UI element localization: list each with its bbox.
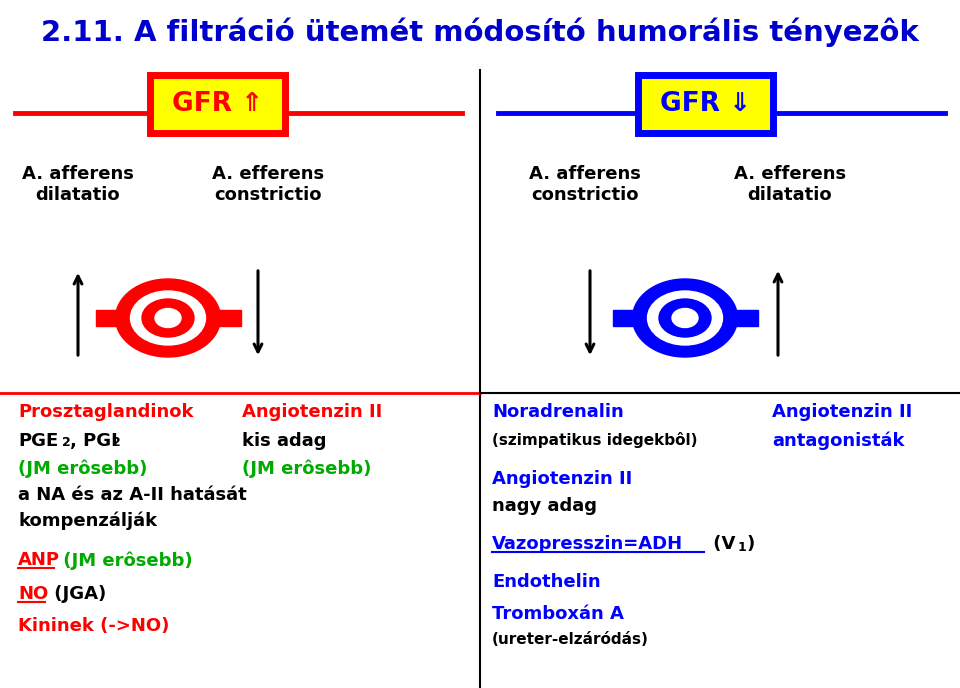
Text: A. efferens
dilatatio: A. efferens dilatatio	[734, 165, 846, 204]
Text: A. afferens
constrictio: A. afferens constrictio	[529, 165, 641, 204]
Ellipse shape	[659, 299, 711, 337]
Text: kis adag: kis adag	[242, 432, 326, 450]
Text: nagy adag: nagy adag	[492, 497, 597, 515]
Text: Vazopresszin=ADH: Vazopresszin=ADH	[492, 535, 684, 553]
Text: 2: 2	[62, 436, 71, 449]
Ellipse shape	[672, 308, 698, 327]
Text: (ureter-elzáródás): (ureter-elzáródás)	[492, 632, 649, 647]
Text: (JGA): (JGA)	[48, 585, 107, 603]
Text: Angiotenzin II: Angiotenzin II	[772, 403, 912, 421]
Text: Endothelin: Endothelin	[492, 573, 601, 591]
Text: (JM erôsebb): (JM erôsebb)	[57, 551, 193, 570]
Text: ): )	[747, 535, 756, 553]
Text: 2: 2	[112, 436, 121, 449]
FancyBboxPatch shape	[150, 75, 285, 133]
Text: kompenzálják: kompenzálják	[18, 511, 157, 530]
Text: , PGI: , PGI	[70, 432, 118, 450]
Text: a NA és az A-II hatását: a NA és az A-II hatását	[18, 486, 247, 504]
Text: Tromboxán A: Tromboxán A	[492, 605, 624, 623]
Text: (JM erôsebb): (JM erôsebb)	[18, 459, 148, 477]
Text: A. afferens
dilatatio: A. afferens dilatatio	[22, 165, 134, 204]
Text: (szimpatikus idegekbôl): (szimpatikus idegekbôl)	[492, 432, 698, 448]
FancyBboxPatch shape	[638, 75, 773, 133]
Ellipse shape	[633, 279, 737, 357]
Ellipse shape	[647, 291, 723, 345]
Ellipse shape	[115, 279, 221, 357]
Text: Angiotenzin II: Angiotenzin II	[492, 470, 633, 488]
Text: (V: (V	[707, 535, 735, 553]
Text: 2.11. A filtráció ütemét módosító humorális tényezôk: 2.11. A filtráció ütemét módosító humorá…	[41, 17, 919, 47]
Text: Prosztaglandinok: Prosztaglandinok	[18, 403, 194, 421]
Ellipse shape	[155, 308, 181, 327]
Text: Noradrenalin: Noradrenalin	[492, 403, 624, 421]
Text: GFR ⇑: GFR ⇑	[172, 91, 263, 117]
Text: A. efferens
constrictio: A. efferens constrictio	[212, 165, 324, 204]
Text: NO: NO	[18, 585, 48, 603]
Text: Angiotenzin II: Angiotenzin II	[242, 403, 382, 421]
Text: Kininek (->NO): Kininek (->NO)	[18, 617, 169, 635]
FancyBboxPatch shape	[95, 310, 241, 326]
Ellipse shape	[131, 291, 205, 345]
Ellipse shape	[142, 299, 194, 337]
Text: (JM erôsebb): (JM erôsebb)	[242, 459, 372, 477]
Text: 1: 1	[738, 541, 747, 554]
Text: antagonisták: antagonisták	[772, 432, 904, 451]
Text: ANP: ANP	[18, 551, 60, 569]
FancyBboxPatch shape	[612, 310, 757, 326]
Text: GFR ⇓: GFR ⇓	[660, 91, 751, 117]
Text: PGE: PGE	[18, 432, 59, 450]
